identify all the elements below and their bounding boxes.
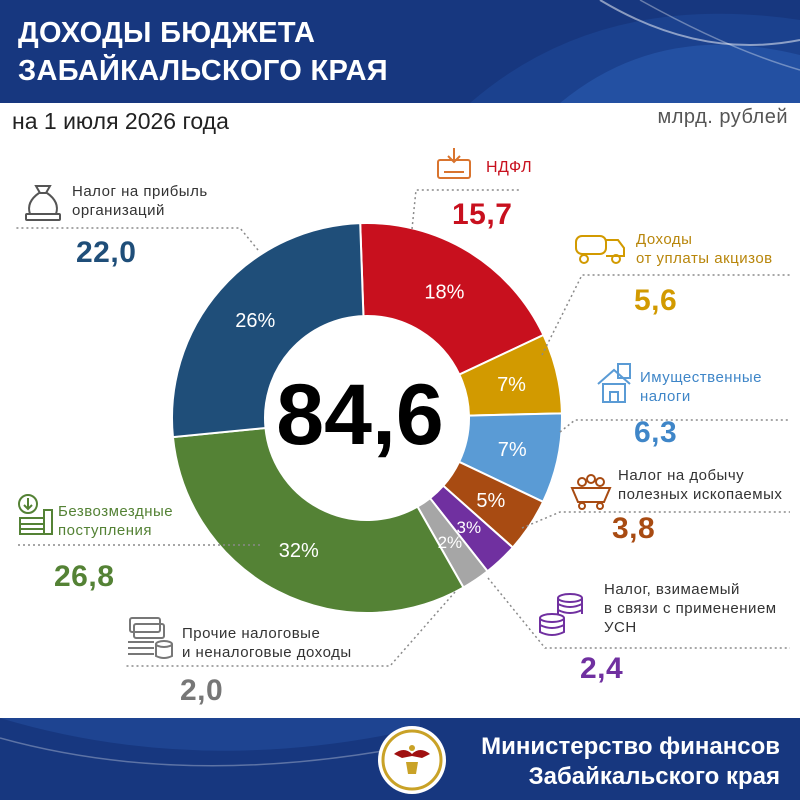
- label-profit-line1: Налог на прибыль: [72, 183, 208, 200]
- house-icon: [597, 363, 631, 403]
- label-usn-line3: УСН: [604, 619, 637, 636]
- leader-line-other: [125, 591, 456, 667]
- percent-label-1: 7%: [497, 374, 526, 396]
- banknote-stack-icon: [128, 617, 173, 659]
- label-property: Имущественные налоги: [640, 368, 762, 406]
- percent-label-7: 26%: [235, 310, 275, 332]
- label-usn: Налог, взимаемый в связи с применением У…: [604, 580, 777, 637]
- value-mining: 3,8: [612, 512, 656, 545]
- slice-0: [359, 222, 545, 376]
- incoming-money-icon: [18, 494, 53, 535]
- label-excise-line1: Доходы: [636, 231, 693, 248]
- value-property: 6,3: [634, 416, 678, 449]
- title-line-1: ДОХОДЫ БЮДЖЕТА: [18, 17, 316, 49]
- leader-line-profit: [15, 227, 259, 251]
- label-excise-line2: от уплаты акцизов: [636, 250, 773, 267]
- label-other-line2: и неналоговые доходы: [182, 644, 352, 661]
- leader-lines: [15, 189, 790, 667]
- label-grants-line1: Безвозмездные: [58, 503, 174, 520]
- label-mining-line2: полезных ископаемых: [618, 486, 783, 503]
- chart-slices: [171, 222, 563, 614]
- ministry-logo: [378, 726, 446, 794]
- ministry-name-line1: Министерство финансов: [481, 733, 780, 760]
- percent-label-4: 3%: [457, 518, 482, 537]
- label-grants-line2: поступления: [58, 522, 153, 539]
- page-title: ДОХОДЫ БЮДЖЕТА ЗАБАЙКАЛЬСКОГО КРАЯ: [18, 14, 388, 90]
- label-ndfl: НДФЛ: [486, 159, 533, 176]
- value-profit: 22,0: [76, 236, 137, 269]
- value-other: 2,0: [180, 674, 224, 707]
- label-excise: Доходы от уплаты акцизов: [636, 230, 773, 268]
- leader-line-usn: [487, 577, 790, 649]
- percent-label-3: 5%: [476, 490, 505, 512]
- chart-percent-labels: 18% 7% 7% 5% 3%2% 32% 26%: [235, 281, 527, 562]
- units-label: млрд. рублей: [657, 106, 788, 128]
- date-subtitle: на 1 июля 2026 года: [12, 108, 229, 134]
- ministry-name: Министерство финансов Забайкальского кра…: [481, 732, 780, 792]
- leader-line-property: [559, 419, 790, 433]
- value-usn: 2,4: [580, 652, 624, 685]
- label-grants: Безвозмездные поступления: [58, 502, 173, 540]
- percent-label-5: 2%: [438, 533, 463, 552]
- value-excise: 5,6: [634, 284, 678, 317]
- header-banner: ДОХОДЫ БЮДЖЕТА ЗАБАЙКАЛЬСКОГО КРАЯ: [0, 0, 800, 103]
- percent-label-0: 18%: [424, 281, 464, 303]
- label-other: Прочие налоговые и неналоговые доходы: [182, 624, 352, 662]
- label-usn-line2: в связи с применением: [604, 600, 777, 617]
- value-ndfl: 15,7: [452, 198, 513, 231]
- value-grants: 26,8: [54, 560, 115, 593]
- slice-6: [171, 426, 465, 614]
- percent-label-2: 7%: [498, 439, 527, 461]
- total-value: 84,6: [276, 367, 443, 463]
- tax-document-icon: [437, 148, 471, 179]
- label-usn-line1: Налог, взимаемый: [604, 581, 740, 598]
- leader-line-mining: [521, 511, 790, 529]
- title-line-2: ЗАБАЙКАЛЬСКОГО КРАЯ: [18, 55, 388, 87]
- header-decoration: [470, 0, 800, 103]
- donut-chart: 18% 7% 7% 5% 3%2% 32% 26% 84,6: [15, 189, 790, 667]
- money-bag-icon: [25, 185, 61, 221]
- label-mining: Налог на добычу полезных ископаемых: [618, 466, 782, 504]
- footer-decoration: [0, 718, 420, 767]
- label-other-line1: Прочие налоговые: [182, 625, 321, 642]
- slice-7: [171, 222, 365, 439]
- label-mining-line1: Налог на добычу: [618, 467, 745, 484]
- label-property-line1: Имущественные: [640, 369, 762, 386]
- ministry-name-line2: Забайкальского края: [528, 763, 780, 790]
- label-profit: Налог на прибыль организаций: [72, 182, 208, 220]
- percent-label-6: 32%: [279, 540, 319, 562]
- coin-stack-icon: [539, 593, 583, 636]
- label-property-line2: налоги: [640, 388, 691, 405]
- mining-cart-icon: [570, 474, 612, 510]
- fuel-truck-icon: [575, 235, 625, 264]
- label-profit-line2: организаций: [72, 202, 165, 219]
